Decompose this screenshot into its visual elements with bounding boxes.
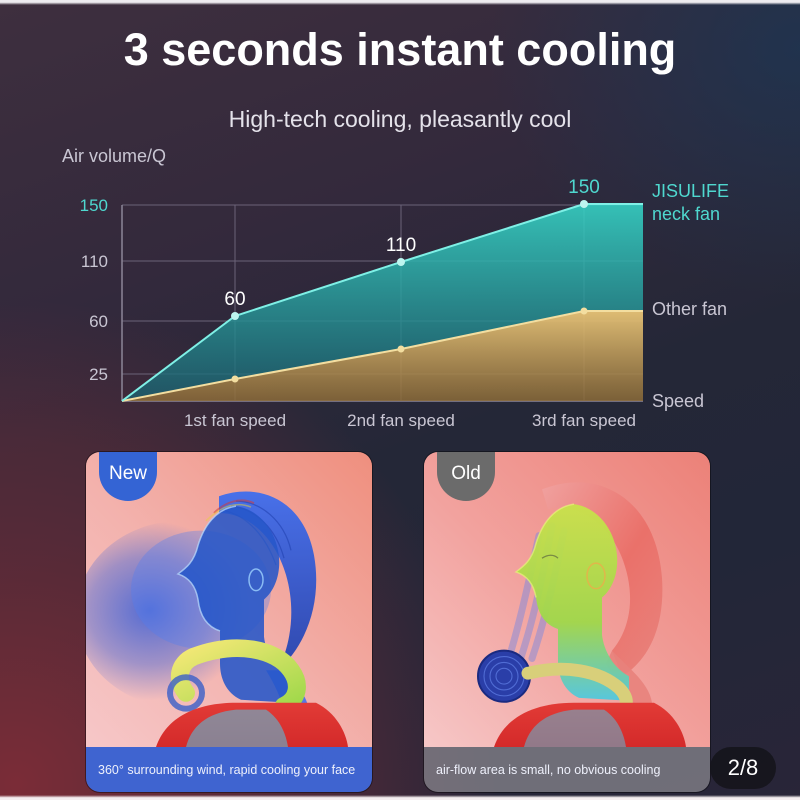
svg-text:JISULIFE: JISULIFE — [652, 181, 729, 201]
svg-text:3rd fan speed: 3rd fan speed — [532, 411, 636, 430]
svg-text:Other fan: Other fan — [652, 299, 727, 319]
svg-text:25: 25 — [89, 365, 108, 384]
svg-text:110: 110 — [386, 235, 416, 256]
svg-text:Speed: Speed — [652, 391, 704, 411]
svg-text:1st fan speed: 1st fan speed — [184, 411, 286, 430]
svg-text:neck fan: neck fan — [652, 204, 720, 224]
svg-text:60: 60 — [224, 289, 245, 310]
svg-text:2nd fan speed: 2nd fan speed — [347, 411, 455, 430]
svg-text:110: 110 — [81, 252, 108, 271]
svg-text:150: 150 — [568, 177, 600, 198]
svg-text:150: 150 — [80, 196, 108, 215]
svg-text:60: 60 — [89, 312, 108, 331]
